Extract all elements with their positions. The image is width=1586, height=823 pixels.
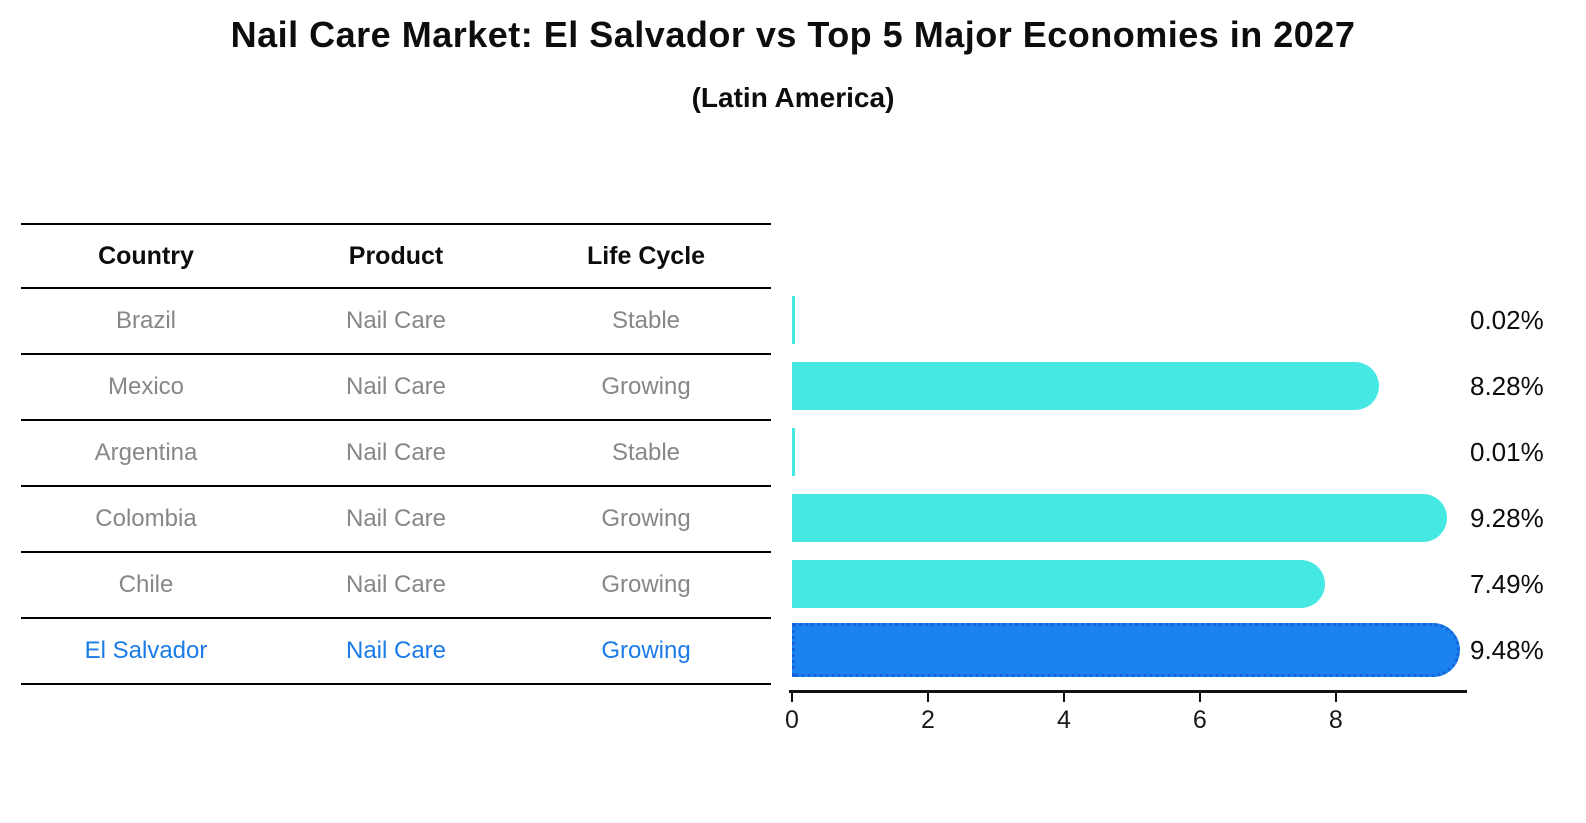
table-row: El Salvador Nail Care Growing — [21, 619, 771, 685]
table-cell-country: Brazil — [115, 307, 176, 334]
table-cell-product: Nail Care — [345, 505, 447, 532]
table-cell-country: Chile — [118, 571, 174, 598]
x-tick-label: 4 — [1056, 706, 1071, 734]
table-cell-product: Nail Care — [345, 307, 447, 334]
table-cell-life-cycle: Stable — [611, 307, 681, 334]
table-cell-life-cycle: Stable — [611, 439, 681, 466]
bar-value-label: 9.48% — [1470, 635, 1544, 665]
bar-value-label: 0.02% — [1470, 305, 1544, 335]
table-header-cell: Country — [98, 241, 194, 270]
bar-value-label: 9.28% — [1470, 503, 1544, 533]
x-tick-label: 2 — [920, 706, 935, 734]
x-tick-label: 6 — [1192, 706, 1207, 734]
x-tick-label: 8 — [1328, 706, 1343, 734]
chart-title: Nail Care Market: El Salvador vs Top 5 M… — [230, 14, 1356, 55]
table-row: Chile Nail Care Growing — [21, 553, 771, 619]
table-row: Argentina Nail Care Stable — [21, 421, 771, 487]
table-row: Brazil Nail Care Stable — [21, 289, 771, 355]
x-axis-line — [789, 690, 1467, 693]
bar-chile — [792, 560, 1325, 608]
table-cell-country: Colombia — [95, 505, 197, 532]
bar-brazil — [792, 296, 795, 344]
table-header-cell: Product — [348, 241, 444, 270]
table-cell-country: Argentina — [94, 439, 198, 466]
table-row: Colombia Nail Care Growing — [21, 487, 771, 553]
bar-value-label: 0.01% — [1470, 437, 1544, 467]
table-cell-life-cycle: Growing — [601, 505, 691, 532]
bar-mexico — [792, 362, 1379, 410]
table-row: Mexico Nail Care Growing — [21, 355, 771, 421]
table-cell-country: Mexico — [107, 373, 185, 400]
table-body: Brazil Nail Care Stable Mexico Nail Care Grow… — [21, 289, 771, 685]
table-cell-country: El Salvador — [84, 637, 208, 664]
bar-value-label: 8.28% — [1470, 371, 1544, 401]
table-cell-life-cycle: Growing — [601, 637, 691, 664]
country-table: Country Product Life Cycle Brazil Nail Care… — [21, 223, 771, 685]
bar-value-label: 7.49% — [1470, 569, 1544, 599]
table-cell-product: Nail Care — [345, 373, 447, 400]
bar-argentina — [792, 428, 795, 476]
chart-subtitle: (Latin America) — [691, 82, 895, 113]
x-tick-label: 0 — [785, 706, 799, 734]
bar-el-salvador — [792, 623, 1460, 677]
x-tick-mark — [926, 693, 929, 702]
table-cell-product: Nail Care — [345, 439, 447, 466]
x-tick-mark — [1198, 693, 1201, 702]
table-cell-product: Nail Care — [345, 571, 447, 598]
table-cell-product: Nail Care — [345, 637, 447, 664]
bar-colombia — [792, 494, 1447, 542]
table-header-row: Country Product Life Cycle — [21, 223, 771, 289]
table-header-cell: Life Cycle — [586, 241, 706, 270]
x-tick-mark — [1062, 693, 1065, 702]
x-tick-mark — [1334, 693, 1337, 702]
table-cell-life-cycle: Growing — [601, 571, 691, 598]
table-cell-life-cycle: Growing — [601, 373, 691, 400]
x-tick-mark — [791, 693, 793, 702]
